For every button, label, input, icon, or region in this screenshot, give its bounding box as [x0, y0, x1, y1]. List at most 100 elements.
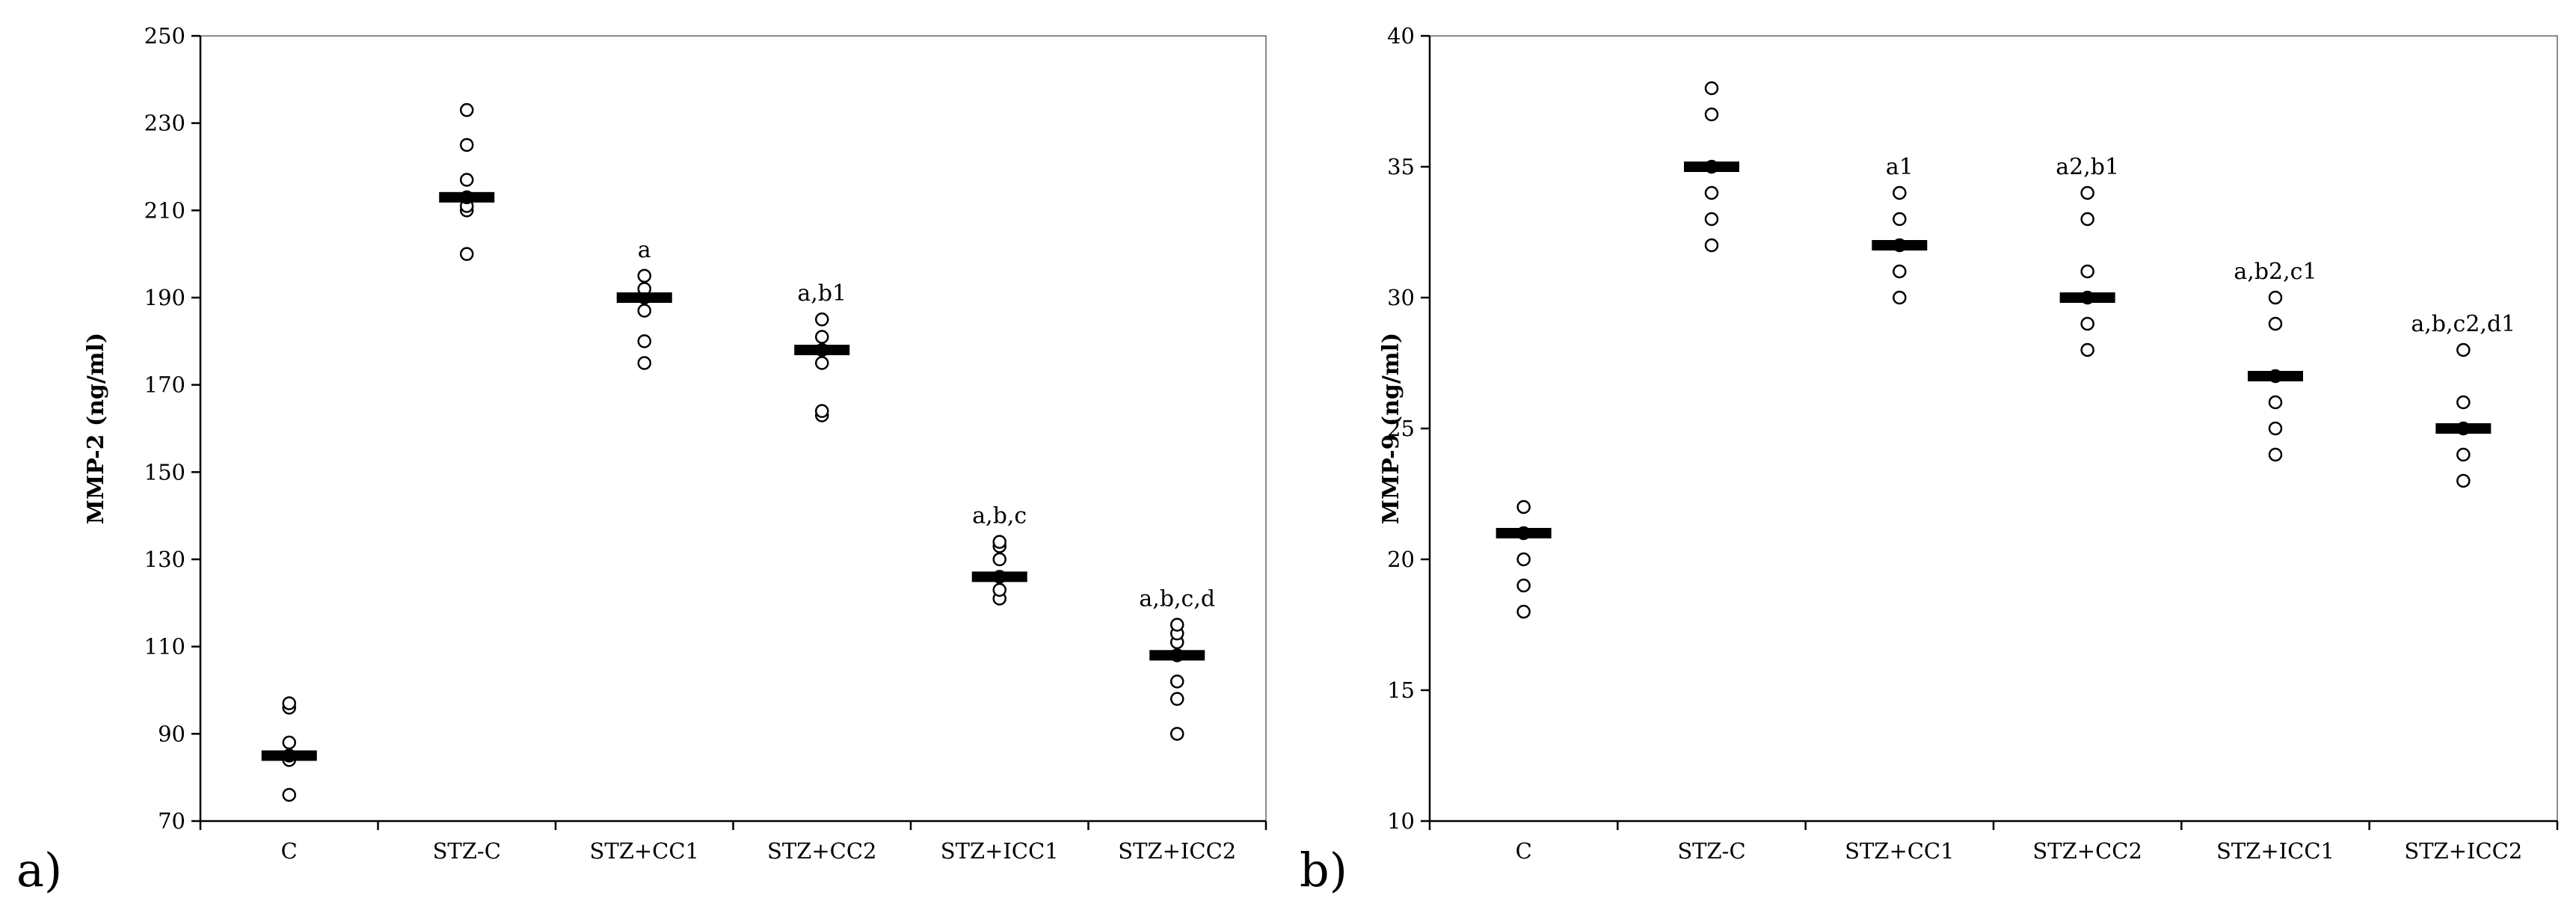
- chart1-significance-label: a,b,c2,d1: [2411, 311, 2515, 337]
- chart1-median-bar: [1496, 528, 1552, 538]
- chart0-data-point: [1170, 692, 1184, 706]
- chart0-significance-label: a,b,c,d: [1139, 586, 1215, 612]
- chart0-category-label: STZ-C: [433, 838, 501, 864]
- chart1-median-bar: [2059, 292, 2115, 303]
- chart1-data-point: [1516, 604, 1531, 619]
- chart1-plot-frame: [1429, 35, 2558, 822]
- chart1-data-point: [2268, 447, 2283, 462]
- chart0-median-bar: [971, 571, 1027, 583]
- chart1-data-point: [1893, 290, 1907, 305]
- chart0-category-label: STZ+CC1: [590, 838, 700, 864]
- chart0-significance-label: a,b1: [797, 280, 846, 307]
- chart0-data-point: [1170, 618, 1184, 632]
- chart1-category-label: STZ-C: [1677, 838, 1745, 864]
- chart0-data-point: [992, 535, 1006, 549]
- chart0-data-point: [460, 102, 474, 117]
- chart1-data-point: [2268, 421, 2283, 436]
- chart0-median-bar: [1149, 650, 1205, 661]
- chart0-plot-frame: [200, 35, 1267, 822]
- chart0-category-label: STZ+CC2: [767, 838, 877, 864]
- chart0-median-bar: [794, 345, 850, 355]
- chart1-data-point: [2268, 395, 2283, 410]
- chart0-median-bar: [616, 292, 672, 303]
- chart1-y-tick-label: 35: [1387, 154, 1415, 179]
- chart1-data-point: [1704, 238, 1719, 253]
- chart1-data-point: [2456, 395, 2471, 410]
- chart1-data-point: [2080, 185, 2094, 200]
- chart1-category-label: STZ+CC2: [2032, 838, 2142, 864]
- chart0-median-bar: [439, 191, 495, 203]
- chart1-data-point: [2268, 316, 2283, 331]
- chart1-data-point: [1704, 81, 1719, 96]
- panel-a-label: a): [16, 843, 62, 897]
- chart1-data-point: [2456, 473, 2471, 488]
- chart0-data-point: [460, 173, 474, 187]
- chart0-data-point: [815, 312, 829, 327]
- chart1-data-point: [1516, 578, 1531, 593]
- chart0-y-tick-label: 130: [144, 547, 185, 572]
- chart0-y-tick-label: 190: [144, 285, 185, 310]
- chart0-y-tick-label: 110: [144, 634, 185, 660]
- chart0-category-label: STZ+ICC2: [1118, 838, 1236, 864]
- chart0-data-point: [815, 356, 829, 370]
- chart0-median-bar: [261, 750, 317, 761]
- chart1-median-bar: [2435, 423, 2492, 434]
- chart1-y-tick-label: 30: [1387, 285, 1415, 310]
- chart0-data-point: [460, 247, 474, 261]
- chart0-data-point: [637, 334, 651, 348]
- chart0-data-point: [1170, 674, 1184, 689]
- chart0-y-tick-label: 150: [144, 459, 185, 485]
- chart1-data-point: [1516, 500, 1531, 514]
- chart0-y-tick-label: 230: [144, 111, 185, 136]
- chart1-data-point: [1704, 212, 1719, 227]
- chart1-y-axis-title: MMP-9 (ng/ml): [1378, 333, 1404, 524]
- chart0-y-axis-title: MMP-2 (ng/ml): [83, 333, 109, 524]
- chart1-category-label: STZ+ICC2: [2404, 838, 2522, 864]
- chart0-data-point: [992, 552, 1006, 567]
- chart1-y-tick-label: 15: [1387, 677, 1415, 703]
- chart1-category-label: STZ+CC1: [1845, 838, 1955, 864]
- chart1-category-label: STZ+ICC1: [2216, 838, 2334, 864]
- chart1-data-point: [1704, 185, 1719, 200]
- chart0-y-tick-label: 90: [158, 721, 185, 746]
- chart1-data-point: [2268, 290, 2283, 305]
- chart1-y-tick-label: 25: [1387, 416, 1415, 441]
- chart1-data-point: [2456, 342, 2471, 357]
- panel-b-label: b): [1300, 843, 1347, 897]
- chart1-y-tick-label: 40: [1387, 23, 1415, 49]
- chart0-data-point: [815, 404, 829, 418]
- chart1-significance-label: a2,b1: [2056, 154, 2119, 180]
- chart0-data-point: [282, 696, 296, 710]
- chart1-data-point: [2456, 447, 2471, 462]
- chart1-y-tick-label: 20: [1387, 547, 1415, 572]
- chart1-data-point: [1516, 552, 1531, 567]
- chart0-category-label: C: [281, 838, 298, 864]
- chart1-median-bar: [1872, 240, 1928, 251]
- chart1-category-label: C: [1516, 838, 1532, 864]
- chart1-significance-label: a,b2,c1: [2234, 259, 2317, 285]
- chart0-y-tick-label: 250: [144, 23, 185, 49]
- chart1-data-point: [2080, 212, 2094, 227]
- chart0-data-point: [460, 138, 474, 153]
- chart1-data-point: [1704, 107, 1719, 122]
- chart0-category-label: STZ+ICC1: [941, 838, 1059, 864]
- chart1-data-point: [2080, 264, 2094, 279]
- chart0-significance-label: a,b,c: [972, 503, 1027, 529]
- chart0-data-point: [282, 787, 296, 802]
- chart0-y-tick-label: 210: [144, 197, 185, 223]
- panel-a: a) 70 90 110 130 150 170 190 210 230 250 C STZ-C STZ…: [16, 23, 1267, 897]
- chart0-data-point: [637, 268, 651, 283]
- chart0-data-point: [637, 304, 651, 318]
- chart1-data-point: [2080, 316, 2094, 331]
- chart0-data-point: [637, 356, 651, 370]
- chart0-data-point: [282, 735, 296, 750]
- chart1-data-point: [1893, 212, 1907, 227]
- chart1-median-bar: [1684, 162, 1739, 172]
- chart0-y-tick-label: 70: [158, 808, 185, 834]
- chart0-data-point: [815, 330, 829, 344]
- chart0-data-point: [992, 583, 1006, 597]
- chart1-y-tick-label: 10: [1387, 808, 1415, 834]
- chart1-median-bar: [2248, 371, 2303, 381]
- panel-b: b) 10 15 20 25 30 35 40 C STZ-C STZ+CC1 STZ+CC2 STZ…: [1300, 23, 2559, 897]
